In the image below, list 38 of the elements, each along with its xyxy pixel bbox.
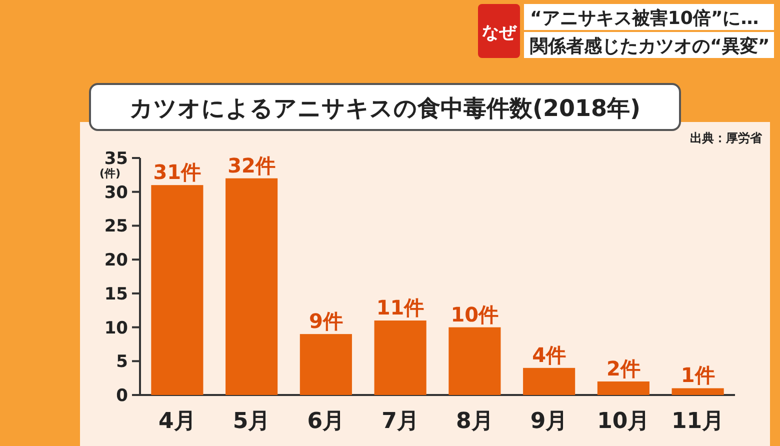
data-label: 11件 <box>376 296 424 320</box>
text: 関係者感じたカツオの“異変” <box>530 36 770 57</box>
chart-title: カツオによるアニサキスの食中毒件数(2018年) <box>129 96 641 122</box>
bar <box>597 381 650 395</box>
x-tick-label: 6月 <box>307 409 345 434</box>
y-tick-label: 15 <box>104 284 128 304</box>
y-tick-label: 25 <box>104 216 128 237</box>
bar <box>300 334 352 395</box>
data-label: 2件 <box>606 356 640 380</box>
data-label: 32件 <box>228 153 276 178</box>
bar <box>226 178 278 395</box>
x-tick-label: 9月 <box>530 409 568 434</box>
data-label: 1件 <box>680 363 715 388</box>
data-label: 10件 <box>450 302 499 326</box>
y-tick-label: 5 <box>116 352 128 372</box>
data-label: 31件 <box>153 160 202 184</box>
bar <box>374 320 426 395</box>
y-tick-label: 20 <box>104 250 128 271</box>
text: なぜ <box>482 23 518 43</box>
bar <box>523 368 576 395</box>
text: “アニサキス被害10倍”に… <box>530 8 759 29</box>
bar <box>151 185 204 395</box>
x-tick-label: 4月 <box>158 409 196 434</box>
data-label: 9件 <box>308 309 343 334</box>
x-tick-label: 7月 <box>382 409 419 434</box>
bar <box>448 327 501 395</box>
data-label: 4件 <box>532 342 566 367</box>
x-tick-label: 8月 <box>456 409 494 434</box>
y-tick-label: 30 <box>104 182 128 203</box>
source-note: 出典：厚労省 <box>690 131 763 145</box>
x-tick-label: 5月 <box>232 409 270 434</box>
x-tick-label: 11月 <box>672 409 724 434</box>
bar <box>672 388 724 395</box>
x-tick-label: 10月 <box>597 409 650 434</box>
y-tick-label: 0 <box>116 386 128 406</box>
y-tick-label: 35 <box>104 149 128 169</box>
y-axis-title: (件) <box>99 167 121 180</box>
y-tick-label: 10 <box>104 318 128 338</box>
